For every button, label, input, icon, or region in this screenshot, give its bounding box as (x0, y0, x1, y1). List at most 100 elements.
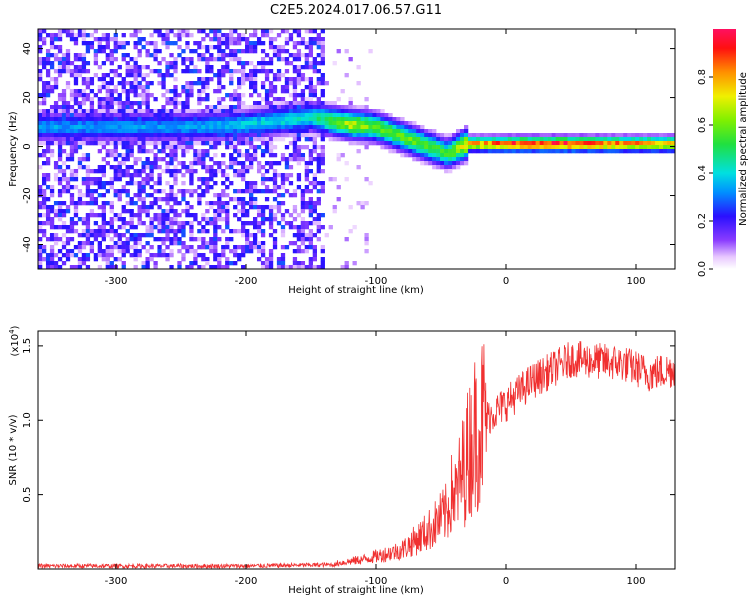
spectrogram-cell (463, 129, 469, 134)
spectrogram-cell (340, 125, 345, 130)
spectrogram-cell (241, 221, 246, 226)
spectrogram-cell (165, 73, 170, 78)
spectrogram-cell (332, 137, 337, 142)
colorbar-gradient (713, 29, 736, 269)
spectrogram-cell (360, 201, 365, 206)
spectrogram-cell (149, 177, 154, 182)
spectrogram-cell (249, 241, 254, 246)
spectrogram-cell (296, 261, 302, 266)
spectrogram-cell (284, 49, 290, 54)
spectrogram-cell (205, 129, 210, 134)
spectrogram-cell (245, 149, 250, 154)
spectrogram-cell (125, 41, 130, 46)
spectrogram-cell (145, 213, 150, 218)
spectrogram-cell (316, 117, 321, 122)
spectrogram-cell (539, 133, 544, 138)
spectrogram-cell (201, 193, 206, 198)
spectrogram-cell (603, 137, 608, 142)
spectrogram-cell (177, 93, 182, 98)
spectrogram-cell (264, 141, 270, 146)
spectrogram-cell (113, 45, 118, 50)
spectrogram-cell (304, 41, 310, 46)
spectrogram-cell (296, 129, 302, 134)
spectrogram-cell (400, 145, 405, 150)
spectrogram-cell (41, 221, 47, 226)
spectrogram-cell (137, 209, 142, 214)
spectrogram-cell (81, 117, 87, 122)
spectrogram-cell (296, 121, 302, 126)
spectrogram-cell (81, 177, 87, 182)
spectrogram-cell (316, 229, 321, 234)
spectrogram-cell (97, 149, 102, 154)
spectrogram-cell (61, 117, 67, 122)
spectrogram-cell (41, 249, 47, 254)
spectrogram-cell (352, 141, 357, 146)
spectrogram-cell (296, 109, 302, 114)
spectrogram-cell (121, 141, 126, 146)
spectrogram-cell (241, 165, 246, 170)
spectrogram-cell (153, 189, 158, 194)
spectrogram-cell (169, 41, 174, 46)
spectrogram-cell (444, 161, 449, 166)
spectrogram-cell (217, 137, 222, 142)
spectrogram-cell (165, 153, 170, 158)
spectrogram-cell (145, 129, 150, 134)
spectrogram-cell (456, 161, 461, 166)
spectrogram-cell (149, 133, 154, 138)
spectrogram-cell (396, 121, 401, 126)
spectrogram-cell (181, 149, 186, 154)
snr-series-line (37, 341, 676, 570)
spectrogram-cell (157, 253, 162, 258)
spectrogram-cell (201, 133, 206, 138)
spectrogram-cell (256, 109, 262, 114)
spectrogram-cell (209, 117, 214, 122)
spectrogram-cell (109, 177, 114, 182)
spectrogram-cell (217, 29, 222, 34)
spectrogram-cell (312, 57, 317, 62)
spectrogram-cell (229, 237, 234, 242)
spectrogram-cell (129, 129, 134, 134)
spectrogram-cell (177, 229, 182, 234)
spectrogram-cell (97, 113, 102, 118)
spectrogram-cell (432, 161, 437, 166)
spectrogram-cell (651, 149, 656, 154)
spectrogram-cell (197, 101, 202, 106)
spectrogram-cell (53, 121, 59, 126)
spectrogram-cell (97, 245, 102, 250)
spectrogram-cell (436, 157, 441, 162)
spectrogram-cell (189, 161, 194, 166)
spectrogram-cell (61, 141, 67, 146)
spectrogram-cell (53, 105, 59, 110)
spectrogram-cell (113, 173, 118, 178)
spectrogram-cell (121, 41, 126, 46)
spectrogram-cell (324, 133, 329, 138)
spectrogram-cell (177, 169, 182, 174)
spectrogram-cell (221, 173, 226, 178)
spectrogram-cell (73, 265, 79, 270)
spectrogram-cell (209, 145, 214, 150)
spectrogram-cell (137, 29, 142, 34)
spectrogram-cell (97, 141, 102, 146)
spectrogram-cell (133, 33, 138, 38)
spectrogram-cell (181, 193, 186, 198)
spectrogram-cell (479, 145, 485, 150)
spectrogram-cell (45, 213, 51, 218)
spectrogram-cell (272, 241, 278, 246)
spectrogram-cell (169, 229, 174, 234)
spectrogram-cell (97, 117, 102, 122)
spectrogram-cell (252, 201, 258, 206)
spectrogram-cell (85, 165, 91, 170)
spectrogram-cell (153, 153, 158, 158)
spectrogram-cell (177, 101, 182, 106)
spectrogram-cell (137, 49, 142, 54)
spectrogram-cell (308, 129, 314, 134)
spectrogram-cell (49, 129, 55, 134)
spectrogram-cell (189, 237, 194, 242)
spectrogram-cell (61, 209, 67, 214)
spectrogram-cell (595, 145, 600, 150)
spectrogram-cell (61, 189, 67, 194)
spectrogram-cell (149, 125, 154, 130)
spectrogram-cell (197, 149, 202, 154)
spectrogram-cell (217, 161, 222, 166)
spectrogram-cell (308, 93, 314, 98)
